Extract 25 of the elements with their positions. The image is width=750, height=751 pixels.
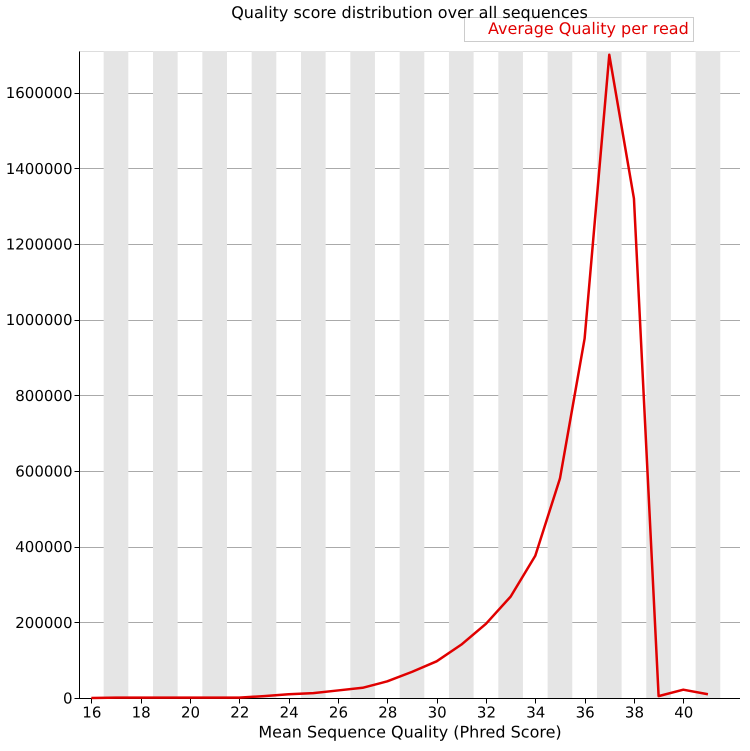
y-tick-label: 1600000 <box>6 84 72 102</box>
y-tick-label: 1200000 <box>6 235 72 254</box>
y-tick-label: 0 <box>62 690 72 708</box>
y-tick-label: 400000 <box>15 538 72 556</box>
line-series <box>90 54 710 700</box>
x-tick-label: 40 <box>674 704 694 722</box>
x-tick-label: 38 <box>624 704 644 722</box>
x-tick-label: 18 <box>132 704 151 722</box>
x-tick-label: 28 <box>378 704 398 722</box>
x-tick-label: 22 <box>230 704 250 722</box>
chart-title: Quality score distribution over all sequences <box>231 3 588 22</box>
x-tick-label: 20 <box>180 704 200 722</box>
x-axis-title: Mean Sequence Quality (Phred Score) <box>258 722 562 742</box>
x-tick-label: 16 <box>82 704 102 722</box>
y-tick-label: 1000000 <box>6 311 72 330</box>
y-tick-label: 200000 <box>15 614 72 632</box>
y-tick-label: 600000 <box>15 462 72 480</box>
x-tick-label: 34 <box>526 704 546 722</box>
y-tick-label: 800000 <box>15 386 72 405</box>
y-tick-label: 1400000 <box>6 160 72 178</box>
x-tick-label: 26 <box>328 704 348 722</box>
x-tick-label: 24 <box>280 704 299 722</box>
x-tick-label: 30 <box>428 704 447 722</box>
x-tick-label: 36 <box>576 704 595 722</box>
x-tick-label: 32 <box>476 704 496 722</box>
